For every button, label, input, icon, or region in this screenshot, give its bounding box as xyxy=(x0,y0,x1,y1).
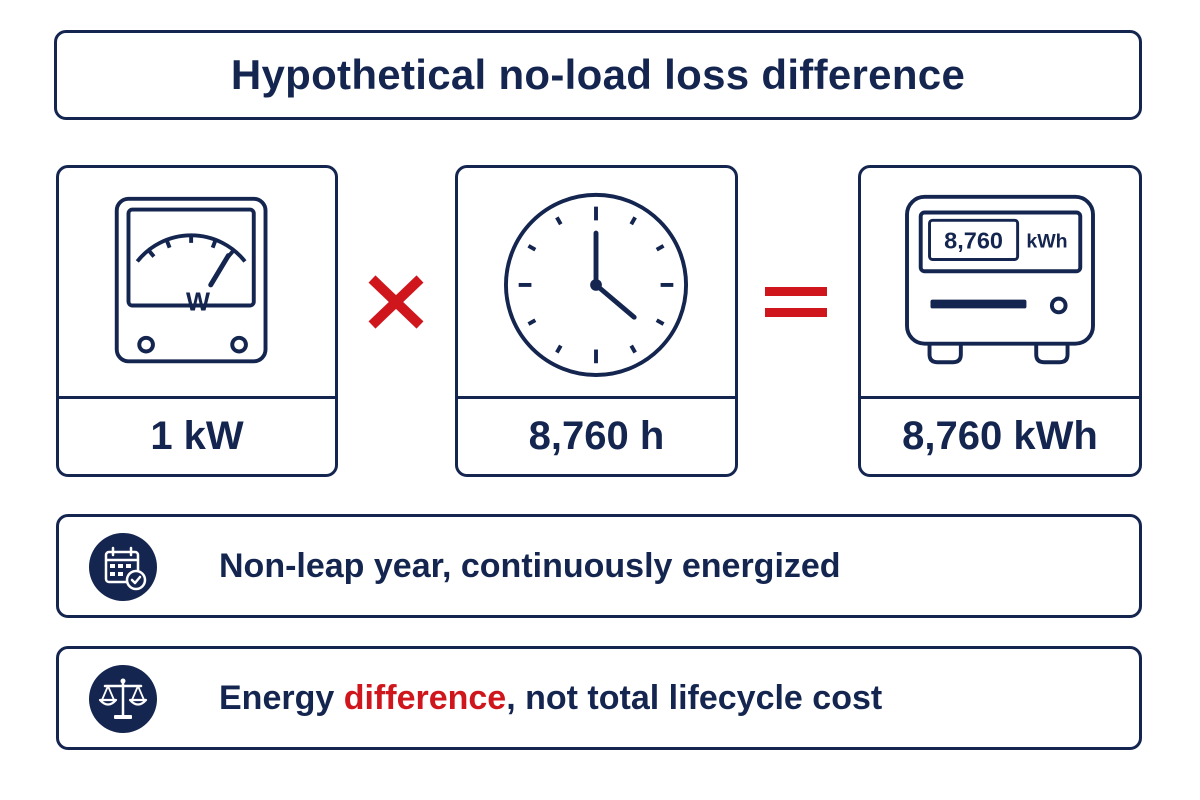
card-divider xyxy=(59,396,335,399)
energy-meter-icon: 8,760 kWh xyxy=(905,194,1095,365)
meter-display-unit: kWh xyxy=(1026,231,1067,253)
wattmeter-icon: W xyxy=(114,196,268,364)
page-title: Hypothetical no-load loss difference xyxy=(230,51,966,98)
meter-display-value: 8,760 xyxy=(944,228,1003,254)
scope-text-accent: difference xyxy=(343,678,507,717)
assumption-text: Non-leap year, continuously energized xyxy=(219,546,841,585)
title-box: Hypothetical no-load loss difference xyxy=(54,30,1142,120)
card-divider xyxy=(861,396,1139,399)
energy-card: 8,760 kWh 8,760 kWh xyxy=(858,165,1142,477)
scope-note: Energy difference, not total lifecycle c… xyxy=(56,646,1142,750)
calendar-check-icon xyxy=(89,533,157,601)
power-value: 1 kW xyxy=(150,414,244,458)
assumption-note: Non-leap year, continuously energized xyxy=(56,514,1142,618)
balance-scale-icon xyxy=(89,665,157,733)
duration-value: 8,760 h xyxy=(528,414,665,458)
scope-text: Energy difference, not total lifecycle c… xyxy=(219,649,882,747)
card-divider xyxy=(458,396,735,399)
duration-card: 8,760 h xyxy=(455,165,738,477)
scope-text-before: Energy xyxy=(219,678,344,717)
power-card: W 1 kW xyxy=(56,165,338,477)
energy-value: 8,760 kWh xyxy=(902,414,1098,458)
wattmeter-label: W xyxy=(186,288,210,316)
multiply-sign xyxy=(368,275,424,329)
scope-text-after: , not total lifecycle cost xyxy=(506,678,883,717)
clock-icon xyxy=(504,192,689,377)
equals-sign xyxy=(765,287,827,317)
